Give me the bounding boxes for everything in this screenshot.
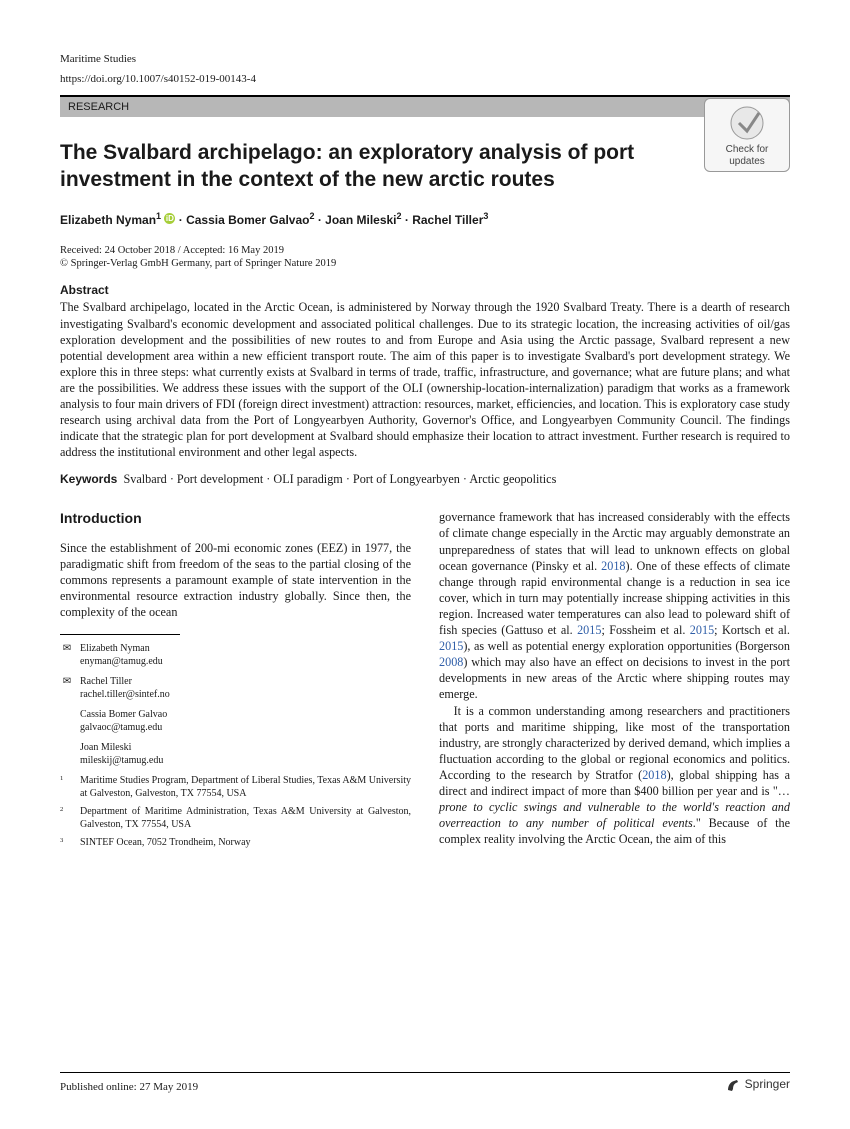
contact-row: Joan Mileskimileskij@tamug.edu xyxy=(60,742,411,767)
doi-link[interactable]: https://doi.org/10.1007/s40152-019-00143… xyxy=(60,73,790,85)
orcid-icon[interactable]: iD xyxy=(164,213,175,224)
right-column: governance framework that has increased … xyxy=(439,509,790,855)
envelope-icon xyxy=(60,742,74,767)
author-3: Joan Mileski2 xyxy=(325,213,401,227)
intro-paragraph-2: It is a common understanding among resea… xyxy=(439,703,790,848)
published-online: Published online: 27 May 2019 xyxy=(60,1081,198,1093)
footnote-rule xyxy=(60,634,180,635)
section-label: RESEARCH xyxy=(60,95,790,117)
envelope-icon xyxy=(60,709,74,734)
publisher-logo: Springer xyxy=(725,1077,790,1093)
affil-text: SINTEF Ocean, 7052 Trondheim, Norway xyxy=(80,837,251,850)
affiliation-row: 1Maritime Studies Program, Department of… xyxy=(60,775,411,800)
contact-email[interactable]: rachel.tiller@sintef.no xyxy=(80,689,170,702)
cite-pinsky-2018[interactable]: 2018 xyxy=(601,559,625,573)
springer-horse-icon xyxy=(725,1077,741,1093)
affil-number: 2 xyxy=(60,806,74,831)
article-title: The Svalbard archipelago: an exploratory… xyxy=(60,139,790,194)
cite-kortsch-2015[interactable]: 2015 xyxy=(439,639,463,653)
contact-row: ✉ Rachel Tillerrachel.tiller@sintef.no xyxy=(60,676,411,701)
cite-gattuso-2015[interactable]: 2015 xyxy=(577,623,601,637)
affil-text: Department of Maritime Administration, T… xyxy=(80,806,411,831)
keywords-line: Keywords Svalbard · Port development · O… xyxy=(60,472,790,487)
envelope-icon: ✉ xyxy=(60,643,74,668)
author-4: Rachel Tiller3 xyxy=(412,213,488,227)
intro-paragraph-continued: governance framework that has increased … xyxy=(439,509,790,702)
article-dates: Received: 24 October 2018 / Accepted: 16… xyxy=(60,245,790,256)
affil-number: 1 xyxy=(60,775,74,800)
contact-email[interactable]: enyman@tamug.edu xyxy=(80,656,163,669)
affil-number: 3 xyxy=(60,837,74,850)
affil-text: Maritime Studies Program, Department of … xyxy=(80,775,411,800)
author-list: Elizabeth Nyman1 iD · Cassia Bomer Galva… xyxy=(60,211,790,227)
body-columns: Introduction Since the establishment of … xyxy=(60,509,790,855)
left-column: Introduction Since the establishment of … xyxy=(60,509,411,855)
contact-name: Cassia Bomer Galvao xyxy=(80,709,167,722)
contact-row: ✉ Elizabeth Nymanenyman@tamug.edu xyxy=(60,643,411,668)
contact-name: Rachel Tiller xyxy=(80,676,170,689)
journal-name: Maritime Studies xyxy=(60,52,790,67)
contact-email[interactable]: galvaoc@tamug.edu xyxy=(80,722,167,735)
affiliation-row: 3 SINTEF Ocean, 7052 Trondheim, Norway xyxy=(60,837,411,850)
corresponding-authors: ✉ Elizabeth Nymanenyman@tamug.edu ✉ Rachel … xyxy=(60,643,411,767)
contact-row: Cassia Bomer Galvaogalvaoc@tamug.edu xyxy=(60,709,411,734)
cite-stratfor-2018[interactable]: 2018 xyxy=(642,768,666,782)
keywords-label: Keywords xyxy=(60,472,117,486)
check-updates-label: Check for updates xyxy=(726,144,769,167)
publisher-name: Springer xyxy=(745,1077,790,1091)
introduction-heading: Introduction xyxy=(60,509,411,527)
envelope-icon: ✉ xyxy=(60,676,74,701)
intro-paragraph-1: Since the establishment of 200-mi econom… xyxy=(60,540,411,620)
footer-rule xyxy=(60,1072,790,1073)
cite-borgerson-2008[interactable]: 2008 xyxy=(439,655,463,669)
author-1: Elizabeth Nyman1 xyxy=(60,213,161,227)
abstract-heading: Abstract xyxy=(60,283,790,297)
abstract-text: The Svalbard archipelago, located in the… xyxy=(60,299,790,460)
contact-name: Elizabeth Nyman xyxy=(80,643,163,656)
contact-email[interactable]: mileskij@tamug.edu xyxy=(80,755,163,768)
contact-name: Joan Mileski xyxy=(80,742,163,755)
author-2: Cassia Bomer Galvao2 xyxy=(186,213,314,227)
affiliations: 1Maritime Studies Program, Department of… xyxy=(60,775,411,850)
affiliation-row: 2Department of Maritime Administration, … xyxy=(60,806,411,831)
copyright-line: © Springer-Verlag GmbH Germany, part of … xyxy=(60,258,790,269)
cite-fossheim-2015[interactable]: 2015 xyxy=(690,623,714,637)
check-updates-badge[interactable]: Check for updates xyxy=(704,98,790,172)
crossmark-icon xyxy=(729,105,765,141)
keywords-text: Svalbard · Port development · OLI paradi… xyxy=(123,472,556,486)
